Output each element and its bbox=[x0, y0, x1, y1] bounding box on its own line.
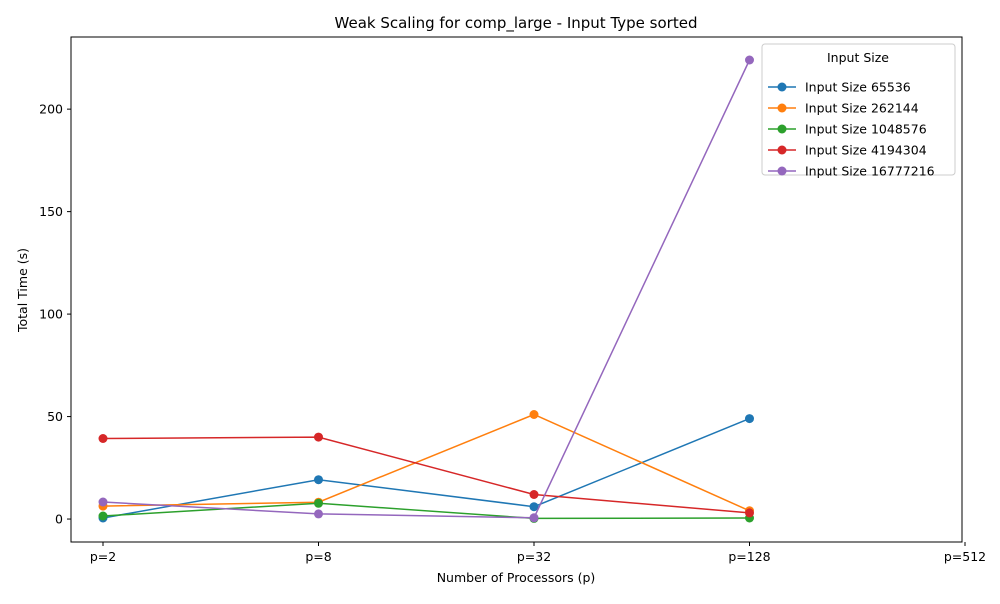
plot-area bbox=[70, 36, 963, 543]
y-tick-label: 150 bbox=[39, 204, 63, 219]
legend-label: Input Size 65536 bbox=[805, 80, 911, 95]
data-point bbox=[529, 490, 539, 499]
legend-item: Input Size 262144 bbox=[768, 101, 919, 116]
plot-frame bbox=[70, 36, 963, 543]
data-point bbox=[98, 497, 108, 507]
legend-swatch-marker bbox=[777, 124, 787, 134]
chart-title: Weak Scaling for comp_large - Input Type… bbox=[335, 14, 698, 33]
x-tick-label: p=128 bbox=[728, 549, 770, 564]
legend-item: Input Size 65536 bbox=[768, 80, 911, 95]
y-axis: 0 50 100 150 200 bbox=[39, 102, 71, 527]
series-line bbox=[102, 502, 750, 520]
data-point bbox=[314, 498, 323, 508]
legend-label: Input Size 262144 bbox=[805, 101, 919, 116]
legend: Input Size Input Size 65536 Input Size 26… bbox=[761, 43, 956, 179]
data-point bbox=[314, 509, 323, 519]
data-point bbox=[98, 511, 108, 521]
x-tick-label: p=2 bbox=[90, 549, 116, 564]
legend-item: Input Size 16777216 bbox=[768, 164, 935, 179]
data-point bbox=[529, 513, 539, 523]
legend-title: Input Size bbox=[827, 50, 889, 65]
data-point bbox=[529, 410, 539, 419]
series-line bbox=[102, 436, 750, 514]
legend-label: Input Size 1048576 bbox=[805, 122, 927, 137]
series-line bbox=[102, 413, 750, 512]
legend-label: Input Size 16777216 bbox=[805, 164, 935, 179]
data-point bbox=[529, 502, 539, 512]
y-axis-label: Total Time (s) bbox=[15, 248, 30, 333]
x-tick-label: p=8 bbox=[305, 549, 331, 564]
x-tick-label: p=32 bbox=[517, 549, 551, 564]
data-point bbox=[745, 508, 754, 518]
legend-swatch-marker bbox=[777, 103, 787, 113]
x-axis-label: Number of Processors (p) bbox=[437, 570, 596, 585]
legend-swatch-marker bbox=[777, 166, 787, 176]
data-point bbox=[98, 434, 108, 443]
legend-item: Input Size 4194304 bbox=[768, 143, 927, 158]
y-tick-label: 0 bbox=[55, 512, 63, 527]
series-5 bbox=[98, 55, 754, 523]
data-point bbox=[314, 432, 323, 442]
legend-label: Input Size 4194304 bbox=[805, 143, 927, 158]
data-point bbox=[745, 55, 754, 65]
y-tick-label: 200 bbox=[39, 102, 63, 117]
series-line bbox=[102, 59, 751, 519]
data-point bbox=[745, 414, 754, 424]
series-group bbox=[98, 55, 754, 523]
legend-swatch-marker bbox=[777, 145, 787, 155]
data-point bbox=[314, 475, 323, 485]
legend-item: Input Size 1048576 bbox=[768, 122, 927, 137]
y-tick-label: 50 bbox=[47, 409, 63, 424]
legend-swatch-marker bbox=[777, 82, 787, 92]
series-4 bbox=[98, 432, 754, 518]
legend-box bbox=[761, 43, 956, 176]
x-axis: p=2 p=8 p=32 p=128 p=512 bbox=[90, 542, 986, 564]
x-tick-label: p=512 bbox=[944, 549, 986, 564]
y-tick-label: 100 bbox=[39, 307, 63, 322]
